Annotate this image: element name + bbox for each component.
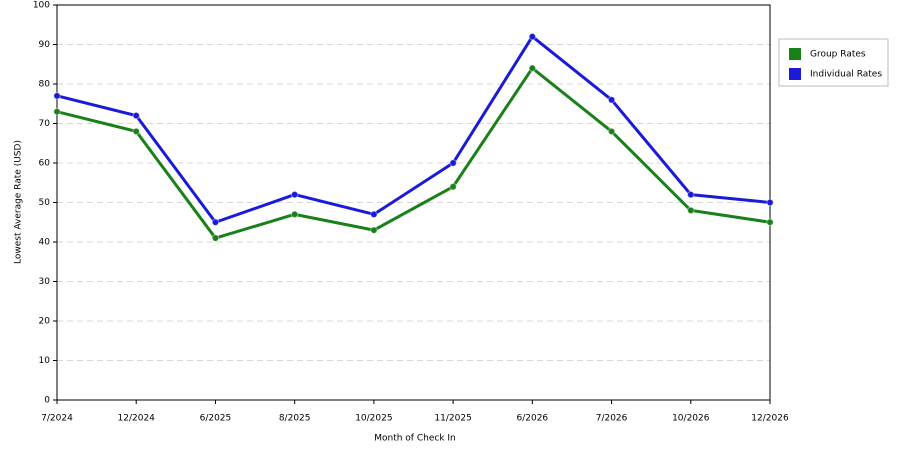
y-tick-label: 70 [39,119,51,129]
x-tick-label: 12/2024 [118,414,156,424]
data-point [370,210,378,219]
legend-label: Individual Rates [810,70,882,80]
y-tick-label: 80 [39,80,51,90]
data-point [370,226,378,234]
x-axis-label: Month of Check In [374,434,456,444]
plot-frame [56,4,771,401]
x-tick-label: 10/2025 [355,414,392,424]
y-tick-label: 10 [39,356,51,366]
x-tick-label: 7/2026 [596,414,628,424]
x-tick-label: 12/2026 [751,414,789,424]
y-tick-label: 0 [44,396,50,406]
y-tick-label: 30 [39,277,51,287]
x-tick-label: 10/2026 [672,414,710,424]
data-point [53,92,61,100]
data-point [607,96,616,104]
legend-swatch [789,48,801,60]
x-tick-label: 6/2026 [516,414,548,424]
data-point [687,206,695,215]
data-point [211,218,220,226]
data-point [132,111,140,120]
y-tick-label: 40 [39,238,51,248]
y-tick-label: 60 [39,159,51,169]
y-axis-label: Lowest Average Rate (USD) [14,140,24,264]
data-point [607,127,616,136]
data-point [687,190,695,199]
x-tick-label: 8/2025 [279,414,311,424]
y-tick-label: 50 [39,198,51,208]
x-tick-label: 7/2024 [41,414,73,424]
x-tick-label: 11/2025 [434,414,471,424]
data-point [211,234,220,242]
series-line [56,66,771,240]
series-line [56,35,771,224]
data-point [449,183,457,191]
legend-swatch [789,68,801,80]
data-point [528,32,537,41]
y-tick-label: 90 [39,40,51,50]
legend-label: Group Rates [810,50,866,60]
x-tick-label: 6/2025 [200,414,232,424]
y-tick-label: 20 [39,317,51,327]
data-point [766,198,774,207]
data-point [528,64,537,72]
data-point [449,159,457,167]
y-tick-label: 100 [33,1,50,11]
data-point [290,190,299,199]
data-point [53,107,61,116]
data-point [766,218,774,226]
data-point [132,127,140,136]
data-point [290,210,299,219]
